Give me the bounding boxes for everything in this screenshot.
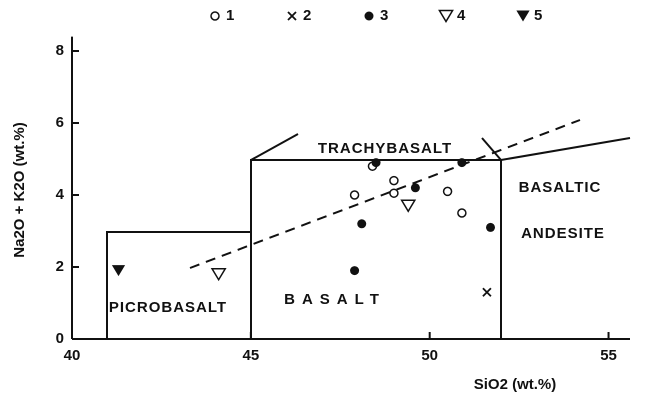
point xyxy=(482,287,492,297)
field-label: ANDESITE xyxy=(521,225,605,242)
field-label: BASALTIC xyxy=(519,179,602,196)
legend-label: 2 xyxy=(303,7,311,24)
point xyxy=(349,190,360,200)
alkaline-divide xyxy=(189,119,581,269)
picrobasalt-field xyxy=(106,231,251,339)
trachybasalt-edge xyxy=(250,133,299,161)
field-label: BASALT xyxy=(284,291,386,308)
point xyxy=(486,222,495,232)
legend-label: 3 xyxy=(380,7,388,24)
point xyxy=(357,219,367,229)
point xyxy=(350,266,360,276)
legend-marker xyxy=(438,9,454,23)
point xyxy=(410,183,420,193)
point xyxy=(389,175,399,186)
x-tick-label: 45 xyxy=(243,347,260,364)
legend-label: 5 xyxy=(534,7,542,24)
x-tick-label: 50 xyxy=(421,347,438,364)
point xyxy=(457,158,467,168)
y-tick-label: 4 xyxy=(56,186,65,203)
trachybasalt-edge xyxy=(481,137,502,161)
legend-marker xyxy=(516,10,530,22)
field-label: PICROBASALT xyxy=(109,299,227,316)
point xyxy=(371,158,381,168)
basalt-field xyxy=(250,159,502,339)
field-label: TRACHYBASALT xyxy=(318,140,452,157)
point xyxy=(457,208,467,218)
x-tick-label: 40 xyxy=(64,347,81,364)
point xyxy=(442,186,453,197)
point xyxy=(400,199,417,213)
legend-marker xyxy=(364,11,374,21)
legend-label: 1 xyxy=(226,7,234,24)
y-tick-label: 6 xyxy=(56,114,64,131)
point xyxy=(111,265,126,277)
legend-marker xyxy=(210,11,220,21)
point xyxy=(389,188,399,198)
y-axis-label: Na2O + K2O (wt.%) xyxy=(11,122,28,257)
y-tick-label: 8 xyxy=(56,42,64,59)
x-axis-label: SiO2 (wt.%) xyxy=(474,376,557,393)
point xyxy=(210,267,227,282)
x-tick-label: 55 xyxy=(600,347,617,364)
y-tick-label: 2 xyxy=(56,258,64,275)
andesite-edge xyxy=(500,137,631,161)
y-tick-label: 0 xyxy=(56,330,64,347)
legend-marker xyxy=(287,11,297,21)
legend-label: 4 xyxy=(457,7,466,24)
